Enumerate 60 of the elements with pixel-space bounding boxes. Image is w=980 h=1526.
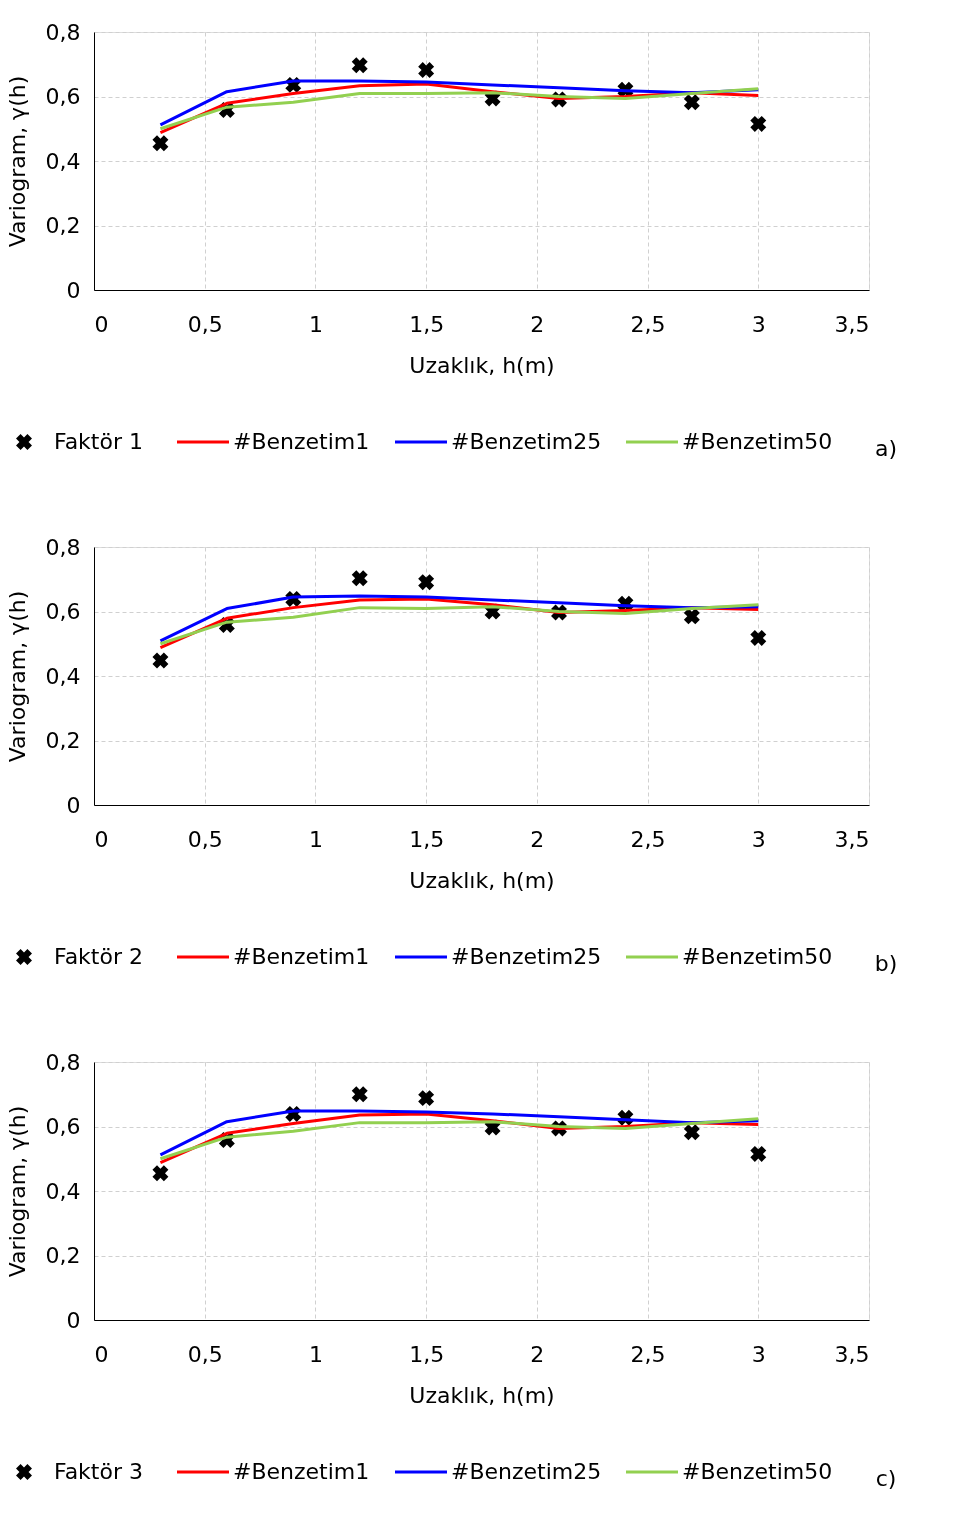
legend-label: #Benzetim50 — [682, 429, 833, 454]
y-tick-label: 0,4 — [45, 663, 81, 689]
y-axis-title: Variogram, γ(h) — [4, 590, 30, 763]
x-axis-title: Uzaklık, h(m) — [409, 1382, 555, 1408]
y-tick-label: 0,2 — [45, 1243, 81, 1268]
x-tick-label: 2 — [530, 311, 545, 337]
x-axis-title: Uzaklık, h(m) — [409, 352, 555, 378]
x-tick-label: 1,5 — [409, 1341, 445, 1367]
y-tick-label: 0 — [66, 792, 81, 818]
y-tick-label: 0,8 — [45, 534, 81, 560]
y-axis-title: Variogram, γ(h) — [4, 75, 30, 248]
x-tick-label: 3,5 — [834, 311, 870, 337]
x-tick-label: 2,5 — [630, 1341, 666, 1367]
x-tick-label: 3 — [751, 1341, 766, 1367]
x-tick-label: 0,5 — [187, 826, 223, 852]
y-tick-label: 0,4 — [45, 148, 81, 174]
legend-label: #Benzetim1 — [233, 1459, 370, 1484]
x-tick-label: 3,5 — [834, 826, 870, 852]
y-tick-label: 0,2 — [45, 728, 81, 753]
x-tick-label: 1,5 — [409, 826, 445, 852]
x-tick-label: 3 — [751, 826, 766, 852]
x-tick-label: 0,5 — [187, 1341, 223, 1367]
legend-label: Faktör 3 — [54, 1459, 143, 1484]
x-tick-label: 1 — [308, 826, 323, 852]
x-tick-label: 2 — [530, 826, 545, 852]
legend-label: #Benzetim25 — [451, 1459, 602, 1484]
legend-label: #Benzetim50 — [682, 944, 833, 969]
text: a) — [874, 436, 898, 461]
x-tick-label: 0 — [94, 1341, 109, 1367]
y-tick-label: 0 — [66, 277, 81, 303]
x-tick-label: 0,5 — [187, 311, 223, 337]
y-tick-label: 0 — [66, 1307, 81, 1333]
legend-label: #Benzetim1 — [233, 429, 370, 454]
legend-label: Faktör 1 — [54, 429, 143, 454]
legend-label: #Benzetim25 — [451, 429, 602, 454]
text: c) — [875, 1466, 897, 1491]
legend-label: #Benzetim25 — [451, 944, 602, 969]
x-tick-label: 3,5 — [834, 1341, 870, 1367]
x-tick-label: 1 — [308, 311, 323, 337]
x-axis-title: Uzaklık, h(m) — [409, 867, 555, 893]
x-tick-label: 0 — [94, 826, 109, 852]
y-tick-label: 0,6 — [45, 1114, 81, 1139]
x-tick-label: 1,5 — [409, 311, 445, 337]
y-tick-label: 0,2 — [45, 213, 81, 238]
y-tick-label: 0,8 — [45, 19, 81, 45]
x-tick-label: 3 — [751, 311, 766, 337]
y-axis-title: Variogram, γ(h) — [4, 1105, 30, 1278]
x-tick-label: 2,5 — [630, 311, 666, 337]
text: b) — [874, 951, 898, 976]
x-tick-label: 2 — [530, 1341, 545, 1367]
y-tick-label: 0,6 — [45, 599, 81, 624]
x-tick-label: 2,5 — [630, 826, 666, 852]
legend-label: #Benzetim1 — [233, 944, 370, 969]
y-tick-label: 0,6 — [45, 84, 81, 109]
x-tick-label: 1 — [308, 1341, 323, 1367]
legend-label: #Benzetim50 — [682, 1459, 833, 1484]
legend-label: Faktör 2 — [54, 944, 143, 969]
y-tick-label: 0,8 — [45, 1049, 81, 1075]
x-tick-label: 0 — [94, 311, 109, 337]
y-tick-label: 0,4 — [45, 1178, 81, 1204]
